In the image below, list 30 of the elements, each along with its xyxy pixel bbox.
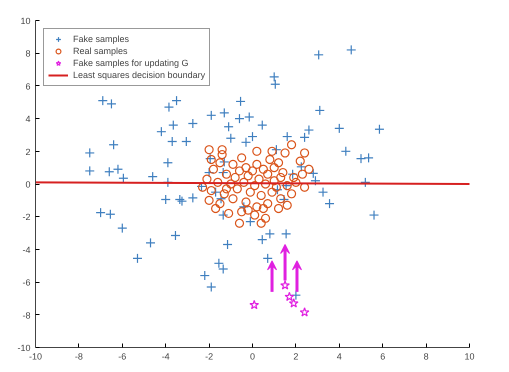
x-tick-label: -8 <box>74 352 83 362</box>
legend-label: Fake samples <box>73 33 130 45</box>
y-tick-label: 8 <box>25 48 31 59</box>
y-tick-label: 4 <box>25 114 31 124</box>
point <box>300 307 310 317</box>
y-tick-label: -2 <box>22 212 31 222</box>
y-tick-label: 0 <box>25 180 31 190</box>
x-tick-label: -6 <box>118 352 126 362</box>
legend-label: Least squares decision boundary <box>73 69 206 81</box>
x-tick-label: -4 <box>162 352 170 362</box>
legend-label: Fake samples for updating G <box>73 57 189 69</box>
y-tick-label: 6 <box>25 81 31 92</box>
x-tick-label: 10 <box>464 352 475 362</box>
legend-label: Real samples <box>73 45 128 57</box>
x-tick-label: 0 <box>250 352 256 362</box>
point <box>280 280 290 290</box>
y-tick-label: -8 <box>22 310 31 320</box>
point <box>288 298 299 308</box>
x-tick-label: 6 <box>380 352 386 362</box>
y-tick-label: -6 <box>22 278 31 288</box>
x-tick-label: -2 <box>205 352 214 362</box>
x-tick-label: 4 <box>336 352 342 362</box>
y-tick-label: 2 <box>25 146 31 157</box>
y-tick-label: -4 <box>22 244 31 255</box>
point <box>249 300 260 310</box>
y-tick-label: -10 <box>17 343 31 353</box>
point <box>284 292 294 302</box>
y-tick-label: 10 <box>20 16 31 26</box>
x-tick-label: 2 <box>293 352 298 362</box>
x-tick-label: 8 <box>424 352 429 362</box>
